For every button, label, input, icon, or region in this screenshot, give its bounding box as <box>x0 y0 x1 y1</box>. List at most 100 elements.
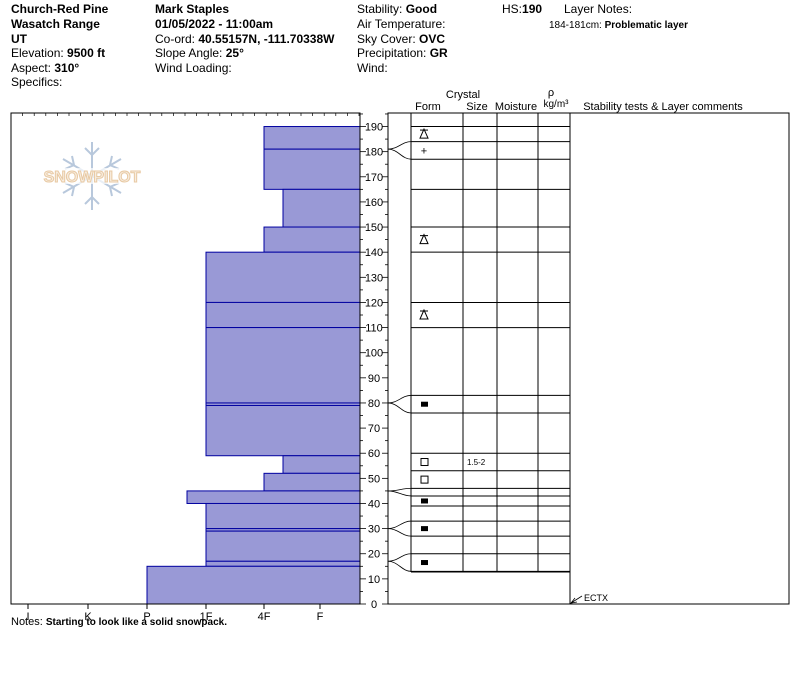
depth-tick-label: 100 <box>365 348 383 360</box>
hardness-layer-bar <box>205 560 361 567</box>
observer-name: Mark Staples <box>155 2 230 16</box>
state: UT <box>11 32 27 46</box>
triangle-glyph <box>419 308 429 320</box>
depth-tick-label: 20 <box>368 549 380 561</box>
layer-connector <box>387 528 412 537</box>
slope-angle: Slope Angle: 25° <box>155 46 244 60</box>
depth-tick-label: 120 <box>365 297 383 309</box>
faceted-grain-icon <box>420 458 429 467</box>
hardness-layer-bar <box>263 226 361 253</box>
hardness-layer-bar <box>205 251 361 303</box>
density-unit: kg/m³ <box>544 99 570 110</box>
depth-tick-label: 180 <box>365 147 383 159</box>
depth-tick-label: 170 <box>365 172 383 184</box>
depth-tick-label: 150 <box>365 222 383 234</box>
snow-height: HS:190 <box>502 2 543 16</box>
air-temperature-label: Air Temperature: <box>357 17 446 31</box>
rounded-grain-icon <box>421 560 428 566</box>
layer-connector <box>387 490 412 497</box>
crystal-form-glyph: + <box>421 145 427 157</box>
aspect: Aspect: 310° <box>11 61 80 75</box>
sky-cover: Sky Cover: OVC <box>357 32 446 46</box>
depth-tick-label: 90 <box>368 373 380 385</box>
crystal-size-value: 1.5-2 <box>467 458 486 467</box>
hardness-layer-bar <box>263 126 361 150</box>
hardness-tick-label: I <box>26 611 29 623</box>
depth-axis: 0 10 20 30 40 50 60 70 80 90 100 110 120 130 140 150 160… <box>360 113 388 611</box>
hardness-layer-bar <box>146 565 361 605</box>
layer-connector <box>387 148 412 160</box>
depth-tick-label: 60 <box>368 448 380 460</box>
moisture-header: Moisture <box>495 101 537 113</box>
crystal-table: +1.5-2 <box>411 126 570 573</box>
depth-tick-label: 130 <box>365 272 383 284</box>
layer-connector <box>387 395 412 404</box>
table-frame <box>387 112 790 605</box>
coordinates: Co-ord: 40.55157N, -111.70338W <box>155 32 335 46</box>
stability-test-marker: ECTX <box>570 593 608 604</box>
stability: Stability: Good <box>357 2 438 16</box>
triangle-glyph <box>419 233 429 245</box>
wind-loading-label: Wind Loading: <box>155 61 232 75</box>
hardness-layer-bar <box>263 472 361 492</box>
surface-hoar-icon <box>419 308 429 320</box>
hardness-tick-label: K <box>84 611 92 623</box>
hardness-plot-frame <box>10 112 361 605</box>
hardness-tick-label: F <box>317 611 324 623</box>
hardness-layer-bar <box>205 530 361 562</box>
depth-tick-label: 80 <box>368 398 380 410</box>
hardness-tick-label: 4F <box>258 611 271 623</box>
layer-note: 184-181cm: Problematic layer <box>549 20 688 31</box>
crystal-header: Crystal <box>446 89 480 101</box>
hardness-layer-bar <box>282 188 361 228</box>
location-name: Church-Red Pine <box>11 2 109 16</box>
layer-connector <box>387 141 412 150</box>
elevation: Elevation: 9500 ft <box>11 46 106 60</box>
hardness-tick-label: 1F <box>200 611 213 623</box>
layer-connector <box>387 553 412 562</box>
mountain-range: Wasatch Range <box>11 17 100 31</box>
chart-frames <box>10 112 790 605</box>
table-header: Crystal Form Size Moisture ρ kg/m³ Stabi… <box>415 87 743 113</box>
layer-connector <box>387 520 412 530</box>
hardness-layer-bar <box>186 490 361 504</box>
snowpilot-logo: SNOWPILOT <box>34 142 152 210</box>
depth-tick-label: 190 <box>365 122 383 134</box>
wind-label: Wind: <box>357 61 388 75</box>
density-symbol: ρ <box>548 87 554 99</box>
faceted-grain-icon <box>420 475 429 484</box>
surface-hoar-icon <box>419 127 429 139</box>
depth-tick-label: 0 <box>371 599 377 611</box>
comments-header: Stability tests & Layer comments <box>583 101 743 113</box>
depth-tick-label: 40 <box>368 498 380 510</box>
layer-connector <box>387 488 412 492</box>
precipitation: Precipitation: GR <box>357 46 448 60</box>
depth-tick-label: 70 <box>368 423 380 435</box>
rounded-grain-icon <box>421 498 428 504</box>
rounded-grain-icon <box>421 526 428 532</box>
logo-text: SNOWPILOT <box>44 169 141 186</box>
hardness-axis: I K P 1F 4F F <box>10 113 360 623</box>
form-header: Form <box>415 101 441 113</box>
depth-tick-label: 140 <box>365 247 383 259</box>
surface-hoar-icon <box>419 233 429 245</box>
depth-tick-label: 160 <box>365 197 383 209</box>
depth-tick-label: 50 <box>368 473 380 485</box>
layer-notes-label: Layer Notes: <box>564 2 633 16</box>
depth-tick-label: 10 <box>368 574 380 586</box>
layer-connector <box>387 560 412 572</box>
specifics-label: Specifics: <box>11 75 63 89</box>
hardness-layer-bar <box>282 455 361 474</box>
notes: Notes: Starting to look like a solid sno… <box>11 616 228 628</box>
size-header: Size <box>466 101 487 113</box>
hardness-layer-bar <box>263 148 361 190</box>
hardness-layer-bar <box>205 404 361 457</box>
stability-test-label: ECTX <box>584 593 608 603</box>
layer-connectors <box>387 141 412 572</box>
triangle-glyph <box>419 127 429 139</box>
depth-tick-label: 30 <box>368 524 380 536</box>
hardness-layers <box>146 126 361 605</box>
layer-connector <box>387 402 412 414</box>
hardness-layer-bar <box>205 327 361 404</box>
